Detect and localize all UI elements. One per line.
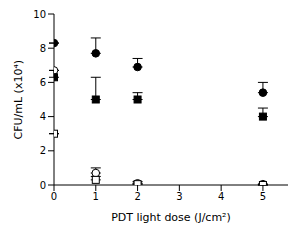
svg-text:0: 0 [51,191,57,202]
svg-text:2: 2 [134,191,140,202]
svg-text:CFU/mL (x10⁴): CFU/mL (x10⁴) [12,60,25,140]
svg-text:PDT light dose (J/cm²): PDT light dose (J/cm²) [111,211,231,224]
svg-text:1: 1 [93,191,99,202]
svg-text:2: 2 [40,145,46,156]
svg-text:0: 0 [40,180,46,191]
svg-text:4: 4 [218,191,224,202]
svg-text:5: 5 [260,191,266,202]
svg-text:4: 4 [40,111,46,122]
svg-text:6: 6 [40,77,46,88]
svg-text:8: 8 [40,43,46,54]
svg-text:10: 10 [33,9,46,20]
svg-text:3: 3 [176,191,182,202]
